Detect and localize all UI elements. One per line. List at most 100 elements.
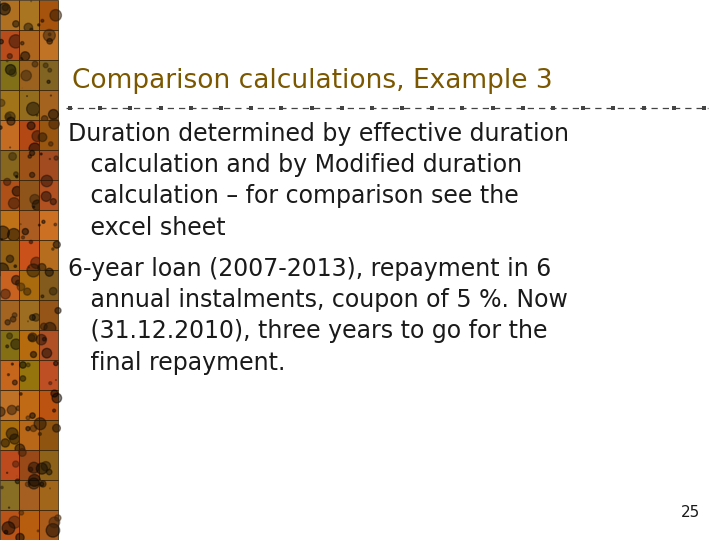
Bar xyxy=(19,330,39,360)
Circle shape xyxy=(9,198,19,209)
Circle shape xyxy=(30,194,40,204)
Circle shape xyxy=(41,176,53,187)
Circle shape xyxy=(29,475,40,487)
Circle shape xyxy=(28,333,37,342)
Circle shape xyxy=(21,70,32,81)
Circle shape xyxy=(44,322,56,334)
Circle shape xyxy=(36,463,48,474)
Circle shape xyxy=(6,65,16,75)
Circle shape xyxy=(40,481,46,487)
Text: Duration determined by effective duration: Duration determined by effective duratio… xyxy=(68,122,569,146)
Circle shape xyxy=(41,192,51,201)
Circle shape xyxy=(4,530,8,534)
Bar xyxy=(19,360,39,390)
Bar xyxy=(39,510,58,540)
Circle shape xyxy=(7,53,12,58)
Circle shape xyxy=(7,228,20,241)
Circle shape xyxy=(20,376,26,381)
Circle shape xyxy=(30,413,35,418)
Circle shape xyxy=(32,131,43,141)
Circle shape xyxy=(9,35,22,48)
Bar xyxy=(0,90,19,120)
Circle shape xyxy=(19,449,26,456)
Bar xyxy=(39,90,58,120)
Circle shape xyxy=(6,472,8,473)
Circle shape xyxy=(5,320,10,325)
Circle shape xyxy=(24,23,32,32)
Bar xyxy=(19,390,39,420)
Circle shape xyxy=(1,239,3,240)
Circle shape xyxy=(0,39,4,44)
Circle shape xyxy=(6,113,11,119)
Bar xyxy=(0,120,19,150)
Circle shape xyxy=(54,223,57,226)
Circle shape xyxy=(28,467,32,471)
Circle shape xyxy=(16,280,21,286)
Circle shape xyxy=(29,462,40,473)
Bar xyxy=(39,210,58,240)
Circle shape xyxy=(50,95,51,96)
Circle shape xyxy=(5,112,15,122)
Circle shape xyxy=(53,409,55,412)
Bar xyxy=(39,150,58,180)
Circle shape xyxy=(36,114,37,116)
Bar xyxy=(0,180,19,210)
Circle shape xyxy=(11,339,21,349)
Bar xyxy=(19,60,39,90)
Circle shape xyxy=(6,60,8,62)
Circle shape xyxy=(36,334,47,345)
Circle shape xyxy=(0,263,9,276)
Bar xyxy=(39,360,58,390)
Bar xyxy=(39,450,58,480)
Bar xyxy=(0,60,19,90)
Text: annual instalments, coupon of 5 %. Now: annual instalments, coupon of 5 %. Now xyxy=(68,288,568,312)
Circle shape xyxy=(42,348,52,358)
Bar xyxy=(39,390,58,420)
Circle shape xyxy=(47,80,50,83)
Circle shape xyxy=(1,439,9,447)
Bar xyxy=(0,450,19,480)
Circle shape xyxy=(2,522,15,535)
Text: calculation – for comparison see the: calculation – for comparison see the xyxy=(68,184,518,208)
Circle shape xyxy=(0,99,5,106)
Bar xyxy=(0,0,19,30)
Circle shape xyxy=(6,345,9,348)
Circle shape xyxy=(50,287,57,295)
Bar xyxy=(0,420,19,450)
Circle shape xyxy=(25,482,30,487)
Bar xyxy=(39,120,58,150)
Circle shape xyxy=(10,316,16,322)
Circle shape xyxy=(9,153,17,160)
Circle shape xyxy=(47,38,53,44)
Text: calculation and by Modified duration: calculation and by Modified duration xyxy=(68,153,522,177)
Circle shape xyxy=(53,241,60,248)
Circle shape xyxy=(27,363,30,367)
Circle shape xyxy=(12,186,22,196)
Circle shape xyxy=(43,63,48,68)
Circle shape xyxy=(54,156,58,160)
Circle shape xyxy=(28,155,32,158)
Circle shape xyxy=(38,433,41,435)
Circle shape xyxy=(52,393,62,403)
Circle shape xyxy=(13,21,19,27)
Circle shape xyxy=(21,52,30,60)
Circle shape xyxy=(15,479,20,484)
Text: (31.12.2010), three years to go for the: (31.12.2010), three years to go for the xyxy=(68,320,547,343)
Circle shape xyxy=(49,142,53,146)
Circle shape xyxy=(0,3,10,15)
Circle shape xyxy=(38,264,46,272)
Bar xyxy=(39,330,58,360)
Circle shape xyxy=(1,487,3,489)
Circle shape xyxy=(49,382,52,384)
Circle shape xyxy=(50,199,56,205)
Circle shape xyxy=(55,515,61,521)
Circle shape xyxy=(54,361,58,366)
Circle shape xyxy=(7,406,17,415)
Bar xyxy=(0,330,19,360)
Circle shape xyxy=(6,428,18,440)
Bar xyxy=(39,480,58,510)
Circle shape xyxy=(49,119,59,129)
Text: 25: 25 xyxy=(680,505,700,520)
Circle shape xyxy=(42,220,45,224)
Circle shape xyxy=(24,288,31,295)
